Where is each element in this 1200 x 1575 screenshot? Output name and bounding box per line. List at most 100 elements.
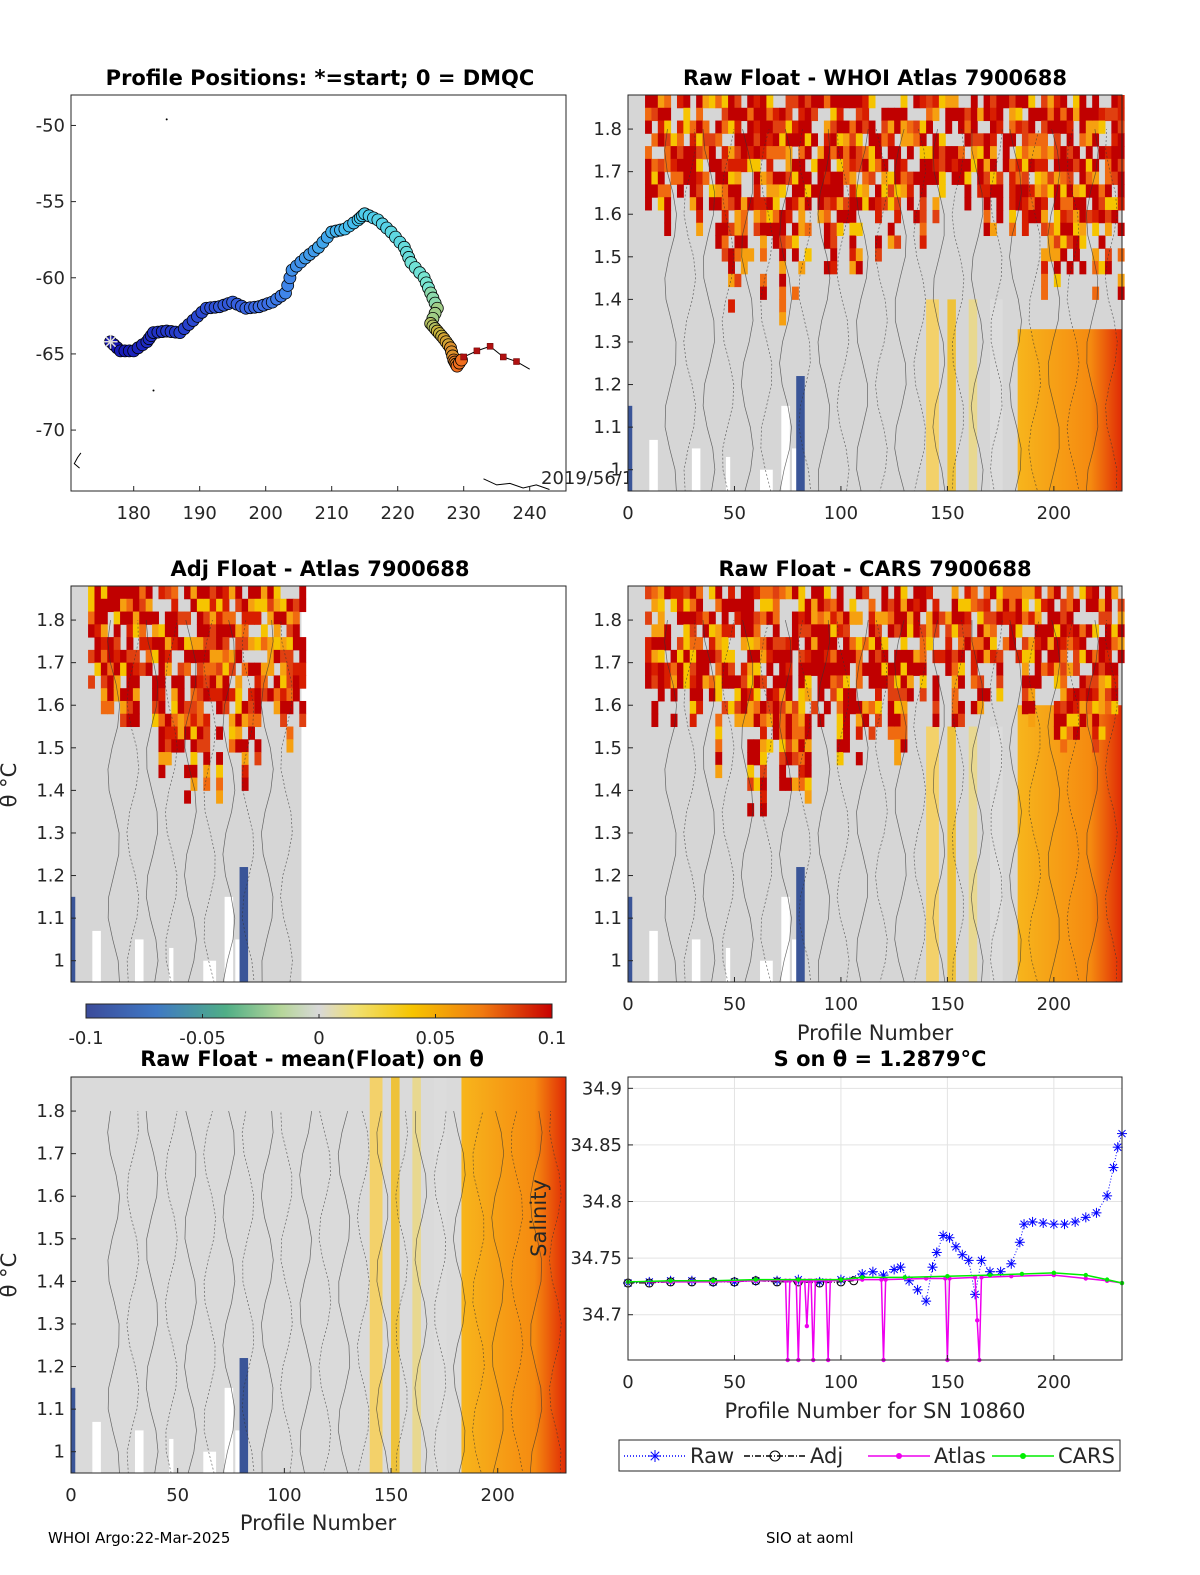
hm2-cell-57 [126,624,134,638]
hm1-cell-548 [1041,171,1048,185]
hm3-cell-281 [817,662,825,676]
hm2-cell-144 [184,713,191,728]
hm1-cell-468 [983,107,991,122]
hm3-cell-409 [906,624,914,638]
hm3-cell-494 [989,611,997,625]
hm2-cell-85 [145,649,153,664]
hm2-cell-321 [292,662,300,676]
adj-atlas-y-tick-label-0: 1 [54,951,65,972]
hm3-cell-13 [645,649,652,664]
hm1-cell-663 [1104,222,1112,237]
hm1-cell-203 [779,171,787,185]
hm2-cell-261 [248,713,255,728]
hm2-cell-70 [132,662,140,676]
hm3-cell-34 [664,586,672,600]
hm3-contour-669 [970,620,984,983]
hm3-cell-440 [938,611,946,625]
hm1-cell-602 [1066,222,1074,237]
hm1-cell-442 [951,171,959,185]
hm2-cell-179 [203,649,211,664]
pos-x-tick-label-5: 230 [447,503,481,524]
hm1-cell-367 [887,120,895,134]
hm2-cell-131 [177,662,185,676]
hm3-cell-105 [715,764,723,779]
hm3-cell-468 [964,611,972,625]
hm3-cell-429 [926,611,933,625]
hm1-cell-366 [887,107,895,122]
hm3-cell-130 [740,624,748,638]
hm2-cell-169 [196,688,204,702]
hm3-cell-502 [996,662,1004,676]
hm3-cell-538 [1034,611,1042,625]
hm2-cell-215 [222,611,230,625]
hm3-cell-339 [855,713,863,728]
hm3-cell-487 [983,598,991,613]
hm3-cell-564 [1053,726,1061,740]
hm3-cell-255 [804,637,812,651]
hm2-cell-286 [267,662,275,676]
hm1-cell-529 [1028,146,1036,160]
hm3-cell-77 [696,662,704,676]
hm3-cell-160 [753,688,761,702]
hm3-cell-297 [830,637,838,651]
hm2-cell-322 [292,675,300,689]
hm1-cell-323 [849,248,857,262]
hm3-contour-656 [721,620,735,983]
hm3-cell-540 [1034,637,1042,651]
hm1-cell-557 [1047,95,1055,109]
hm2-cell-296 [273,700,281,715]
hm3-cell-84 [702,662,710,676]
hm1-cell-465 [977,171,985,185]
hm3-cell-97 [715,649,723,664]
hm1-cell-410 [919,209,927,224]
hm2-cell-199 [216,598,223,613]
hm3-cell-524 [1021,662,1029,676]
hm3-cell-385 [894,649,902,664]
hm1-cell-100 [721,146,729,160]
hm2-cell-178 [203,637,211,651]
hm1-cell-181 [766,133,774,147]
hm2-cell-226 [228,649,236,664]
hm2-cell-114 [164,713,172,728]
hm3-cell-343 [862,637,870,651]
hm3-cell-486 [983,586,991,600]
hm3-cell-516 [1015,611,1023,625]
adj-atlas-y-tick-label-8: 1.8 [36,610,65,631]
hm1-cell-91 [715,158,723,173]
hm3-cell-449 [951,611,959,625]
hm1-cell-669 [1111,133,1119,147]
hm2-cell-187 [203,764,211,779]
hm1-cell-513 [1015,184,1023,198]
raw-cars-x-tick-label-3: 150 [930,994,964,1015]
hm1-cell-348 [868,158,876,173]
panel-raw-cars-title: Raw Float - CARS 7900688 [718,557,1031,581]
hm1-cell-176 [760,273,767,288]
hm3-cell-246 [798,713,806,728]
hm3-contour-653 [664,620,677,983]
hm3-cell-216 [785,637,793,651]
hm3-cell-509 [1009,586,1017,600]
hm3-cell-23 [651,700,659,715]
hm3-cell-14 [645,662,652,676]
hm1-cell-79 [702,133,710,147]
hm3-cell-555 [1053,586,1061,600]
hm1-cell-172 [760,209,767,224]
hm2-cell-294 [273,675,281,689]
hm2-cell-331 [299,713,307,728]
hm3-cell-163 [753,739,761,753]
hm1-cell-270 [823,120,831,134]
coastline [73,118,550,490]
hm1-cell-428 [938,133,946,147]
salinity-series [623,1128,1127,1363]
hm1-cell-247 [804,95,812,109]
hm1-cell-656 [1104,107,1112,122]
hm3-cell-227 [791,586,799,600]
hm3-cell-125 [734,700,742,715]
hm3-cell-301 [830,688,838,702]
hm3-cell-70 [689,700,697,715]
hm1-cell-200 [779,120,787,134]
hm1-cell-300 [836,184,844,198]
hm3-cell-271 [811,637,819,651]
hm1-cell-214 [785,95,793,109]
hm1-cell-360 [881,120,889,134]
